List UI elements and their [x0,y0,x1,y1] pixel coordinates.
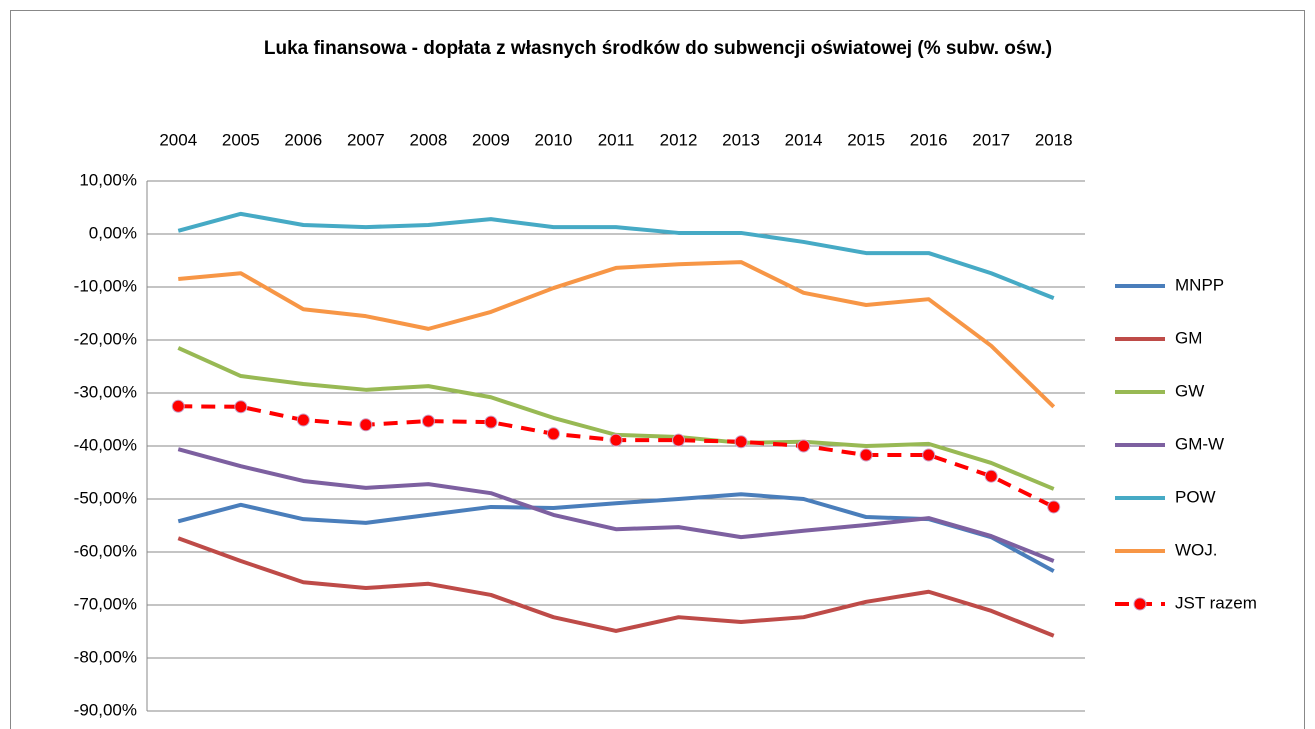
x-tick-label: 2017 [972,130,1010,149]
point [234,400,248,414]
y-tick-label: -80,00% [74,647,137,666]
x-tick-label: 2007 [347,130,385,149]
y-tick-label: -60,00% [74,541,137,560]
point [296,413,310,427]
point [484,415,498,429]
y-tick-label: -50,00% [74,488,137,507]
point [546,427,560,441]
point [797,439,811,453]
y-tick-label: -70,00% [74,594,137,613]
y-tick-label: -90,00% [74,700,137,719]
series-line [177,447,1055,563]
point [609,433,623,447]
x-tick-label: 2015 [847,130,885,149]
y-tick-label: -20,00% [74,329,137,348]
x-tick-label: 2009 [472,130,510,149]
series-line [177,536,1055,638]
point [672,433,686,447]
chart-title: Luka finansowa - dopłata z własnych środ… [264,38,1052,59]
legend-label: GM-W [1175,434,1224,453]
y-tick-label: 10,00% [79,170,137,189]
legend-label: GM [1175,328,1202,347]
x-tick-label: 2012 [660,130,698,149]
x-tick-label: 2013 [722,130,760,149]
point [984,469,998,483]
x-tick-label: 2018 [1035,130,1073,149]
y-tick-label: -40,00% [74,435,137,454]
x-tick-label: 2008 [409,130,447,149]
legend-label: WOJ. [1175,540,1218,559]
point [859,448,873,462]
x-tick-label: 2016 [910,130,948,149]
x-tick-label: 2005 [222,130,260,149]
x-tick-label: 2011 [598,130,635,149]
point [922,448,936,462]
y-tick-label: -30,00% [74,382,137,401]
x-tick-label: 2004 [159,130,197,149]
point [359,418,373,432]
point [1047,500,1061,514]
point [171,399,185,413]
legend-label: POW [1175,487,1216,506]
legend-marker [1133,597,1147,611]
legend-label: MNPP [1175,275,1224,294]
x-tick-label: 2014 [785,130,823,149]
point [421,414,435,428]
y-tick-label: -10,00% [74,276,137,295]
legend-label: JST razem [1175,593,1257,612]
legend-label: GW [1175,381,1204,400]
series-line [177,211,1055,300]
series-line [178,260,1056,409]
y-tick-label: 0,00% [89,223,137,242]
x-tick-label: 2010 [535,130,573,149]
x-tick-label: 2006 [284,130,322,149]
point [734,435,748,449]
